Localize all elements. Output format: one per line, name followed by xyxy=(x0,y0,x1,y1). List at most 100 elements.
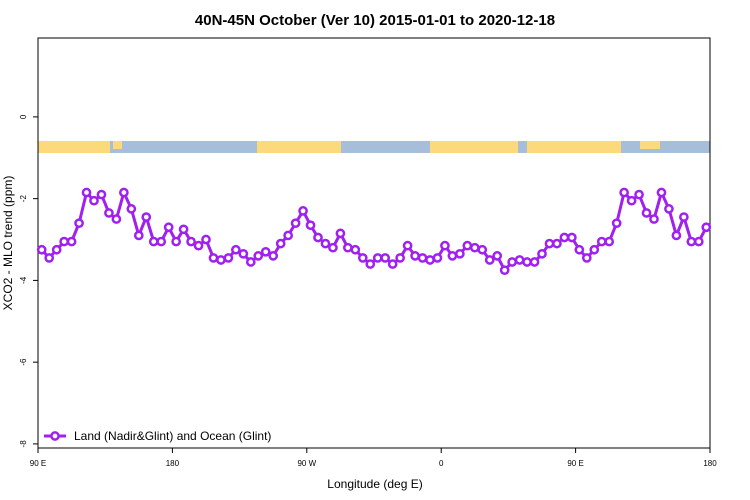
data-point xyxy=(589,244,600,255)
data-point xyxy=(357,253,368,263)
data-point xyxy=(649,214,659,224)
land-ocean-strip xyxy=(38,141,710,153)
data-point xyxy=(507,257,517,267)
data-point xyxy=(320,238,331,249)
data-point xyxy=(484,255,495,265)
data-point xyxy=(163,222,174,233)
data-point xyxy=(626,195,637,206)
data-point xyxy=(111,214,122,224)
legend-label: Land (Nadir&Glint) and Ocean (Glint) xyxy=(74,429,271,443)
data-point xyxy=(96,189,107,200)
x-tick-label: 180 xyxy=(166,459,180,468)
data-point xyxy=(693,236,704,247)
data-point xyxy=(544,238,555,249)
data-point xyxy=(410,251,420,261)
data-point xyxy=(66,236,77,247)
data-point xyxy=(171,236,181,247)
data-point xyxy=(499,265,510,276)
data-point xyxy=(208,253,219,263)
data-point xyxy=(313,232,323,243)
data-point xyxy=(372,253,383,263)
y-tick-label: -2 xyxy=(19,195,28,203)
data-point xyxy=(380,253,391,263)
data-point xyxy=(596,236,607,247)
data-point xyxy=(148,236,159,247)
data-point xyxy=(395,253,405,263)
y-tick-label: 0 xyxy=(19,114,28,119)
data-point xyxy=(253,251,264,261)
data-point xyxy=(74,218,84,229)
data-point xyxy=(104,208,114,218)
data-point xyxy=(402,240,413,251)
data-point xyxy=(514,255,525,265)
x-tick-label: 0 xyxy=(439,459,444,468)
data-point xyxy=(81,187,92,198)
data-point xyxy=(604,236,615,247)
plot-frame xyxy=(37,37,711,449)
data-point xyxy=(552,238,562,249)
data-point xyxy=(275,238,286,249)
data-point xyxy=(537,248,547,259)
x-tick-label: 180 xyxy=(703,459,717,468)
data-point xyxy=(387,259,398,269)
data-point xyxy=(343,242,353,253)
data-point xyxy=(656,187,667,198)
data-point xyxy=(574,244,585,255)
data-point xyxy=(36,244,47,255)
data-point xyxy=(231,244,241,255)
data-point xyxy=(59,236,69,247)
data-point xyxy=(447,251,458,261)
data-point xyxy=(469,242,480,253)
data-point xyxy=(477,244,488,255)
data-point xyxy=(51,244,62,255)
data-point xyxy=(268,251,279,261)
data-point xyxy=(492,251,503,261)
data-point xyxy=(611,218,622,229)
y-axis-label: XCO2 - MLO trend (ppm) xyxy=(1,176,15,311)
data-point xyxy=(432,253,443,263)
data-point xyxy=(425,255,435,265)
data-point xyxy=(89,195,99,206)
data-point xyxy=(44,253,55,263)
x-axis-label: Longitude (deg E) xyxy=(327,477,422,491)
data-point xyxy=(671,230,682,241)
data-point xyxy=(201,234,211,245)
data-point xyxy=(283,230,293,241)
chart-title: 40N-45N October (Ver 10) 2015-01-01 to 2… xyxy=(195,12,555,29)
data-point xyxy=(119,187,129,198)
data-point xyxy=(298,206,308,216)
data-point xyxy=(455,248,465,259)
y-tick-label: -4 xyxy=(19,276,28,284)
data-point xyxy=(619,187,629,198)
data-point xyxy=(679,212,689,222)
data-point xyxy=(178,224,189,235)
data-point xyxy=(290,218,301,229)
data-point xyxy=(328,242,338,253)
data-point xyxy=(186,236,196,247)
y-tick-label: -6 xyxy=(19,358,28,366)
data-point xyxy=(686,236,697,247)
data-point xyxy=(634,189,644,200)
data-point xyxy=(335,228,346,239)
x-tick-label: 90 E xyxy=(30,459,46,468)
x-tick-label: 90 W xyxy=(297,459,316,468)
data-point xyxy=(223,253,234,263)
y-tick-label: -8 xyxy=(19,440,28,448)
data-point xyxy=(581,253,592,263)
x-tick-label: 90 E xyxy=(567,459,583,468)
data-point xyxy=(417,253,428,263)
data-point xyxy=(260,246,271,257)
data-point xyxy=(141,212,152,222)
data-point xyxy=(156,236,167,247)
data-point xyxy=(641,208,652,218)
data-point xyxy=(216,255,226,265)
data-point xyxy=(238,248,249,259)
data-point xyxy=(350,244,361,255)
legend-marker xyxy=(50,431,60,441)
data-point xyxy=(133,230,144,241)
data-point xyxy=(567,232,577,243)
data-point xyxy=(440,240,450,251)
data-point xyxy=(559,232,570,243)
data-point xyxy=(126,204,137,214)
